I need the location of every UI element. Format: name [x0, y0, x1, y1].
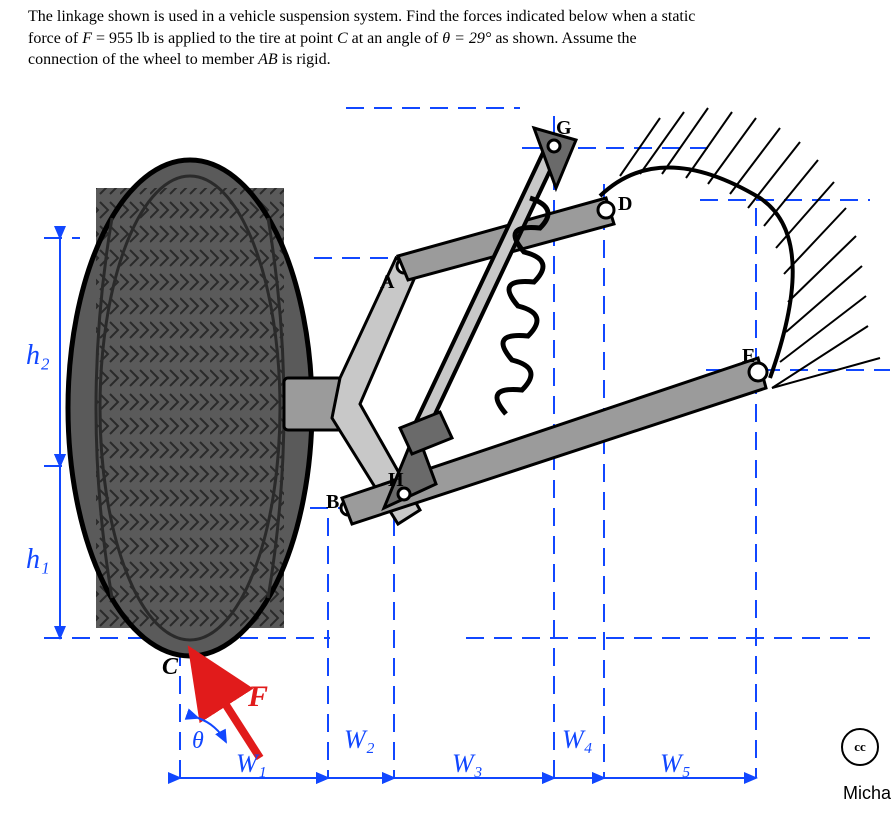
stmt-l3a: connection of the wheel to member: [28, 51, 258, 68]
label-h1: h₁: [26, 544, 50, 575]
label-W3: W₃: [452, 749, 483, 778]
suspension-figure: h₂ h₁ A B D E H: [0, 78, 891, 818]
label-F: F: [247, 680, 268, 713]
stmt-l1: The linkage shown is used in a vehicle s…: [28, 8, 695, 25]
label-C: C: [162, 654, 179, 680]
stmt-angle-pre: at an angle of: [348, 30, 443, 47]
shock-spring: G: [400, 117, 576, 454]
stmt-l3b: is rigid.: [278, 51, 331, 68]
label-W4: W₄: [562, 725, 593, 754]
label-W5: W₅: [660, 749, 691, 778]
label-B: B: [326, 491, 339, 513]
tire: [68, 160, 312, 656]
stmt-force-label: force of: [28, 30, 82, 47]
label-h2: h₂: [26, 340, 50, 371]
label-G: G: [556, 117, 572, 139]
cc-badge: cc: [841, 728, 879, 766]
sym-F: F: [82, 30, 92, 47]
label-A: A: [380, 271, 395, 293]
frame-hatching: [600, 108, 880, 388]
pin-G: [548, 140, 560, 152]
label-E: E: [742, 345, 755, 367]
pin-D: [598, 202, 614, 218]
label-H: H: [388, 469, 404, 491]
stmt-Feq: = 955 lb is applied to the tire at point: [92, 30, 337, 47]
label-theta: θ: [192, 728, 204, 754]
label-D: D: [618, 193, 632, 215]
sym-AB: AB: [258, 51, 278, 68]
cc-text: cc: [854, 739, 866, 755]
problem-statement: The linkage shown is used in a vehicle s…: [28, 6, 848, 71]
label-W1: W₁: [236, 749, 267, 778]
sym-theta-expr: θ = 29°: [442, 30, 491, 47]
sym-C: C: [337, 30, 348, 47]
stmt-angle-post: as shown. Assume the: [491, 30, 636, 47]
image-credit: Micha: [843, 783, 891, 804]
label-W2: W₂: [344, 725, 375, 754]
